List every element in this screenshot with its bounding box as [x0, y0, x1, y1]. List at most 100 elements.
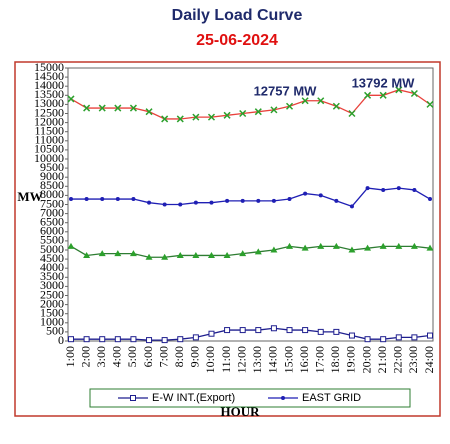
marker [348, 109, 356, 118]
y-tick-label: 2000 [40, 296, 64, 310]
marker [332, 242, 340, 249]
y-tick-label: 1000 [40, 315, 64, 329]
marker [67, 95, 75, 103]
marker [176, 251, 184, 258]
plot-area [67, 67, 434, 342]
x-tick-label: 5:00 [125, 346, 139, 367]
x-tick-label: 14:00 [266, 346, 280, 373]
x-tick-label: 22:00 [391, 346, 405, 373]
marker [285, 102, 294, 110]
chart-title: Daily Load Curve [172, 7, 303, 24]
y-tick-label: 6500 [40, 214, 64, 228]
marker [161, 253, 169, 260]
y-tick-label: 0 [58, 333, 64, 347]
y-tick-label: 5000 [40, 242, 64, 256]
marker [286, 327, 293, 334]
marker [318, 193, 323, 198]
y-tick-label: 4000 [40, 260, 64, 274]
y-tick-label: 4500 [40, 251, 64, 265]
marker [240, 198, 245, 203]
legend-marker [130, 395, 136, 401]
marker [379, 91, 387, 99]
marker [145, 253, 153, 260]
series-line [71, 187, 431, 208]
marker [333, 328, 340, 335]
marker [239, 327, 246, 334]
y-tick-label: 12000 [34, 114, 64, 128]
y-tick-label: 8000 [40, 187, 64, 201]
marker [395, 86, 403, 94]
marker [381, 187, 386, 192]
marker [129, 104, 137, 112]
y-tick-label: 3000 [40, 278, 64, 292]
marker [68, 336, 74, 343]
x-tick-label: 23:00 [406, 346, 420, 373]
legend-label: E-W INT.(Export) [152, 392, 235, 404]
marker [239, 250, 247, 257]
marker [334, 198, 339, 203]
y-tick-label: 10000 [34, 151, 64, 165]
x-tick-label: 17:00 [312, 346, 326, 373]
marker [225, 198, 230, 203]
x-tick-label: 20:00 [359, 346, 373, 373]
marker [332, 102, 340, 110]
marker [98, 104, 106, 112]
marker [317, 242, 325, 249]
y-tick-label: 1500 [40, 305, 64, 319]
marker [99, 336, 106, 343]
marker [364, 91, 372, 99]
marker [410, 242, 418, 249]
chart-frame [14, 61, 441, 417]
marker [287, 197, 292, 202]
marker [428, 197, 432, 202]
marker [317, 97, 325, 105]
series-line [70, 245, 431, 258]
x-tick-label: 16:00 [297, 346, 311, 373]
y-tick-label: 7000 [40, 205, 64, 219]
marker [130, 336, 137, 343]
marker [209, 200, 214, 205]
y-tick-label: 5500 [40, 233, 64, 247]
x-tick-label: 11:00 [219, 346, 233, 373]
marker [256, 198, 261, 203]
marker [224, 327, 231, 334]
legend-label: EAST GRID [302, 392, 361, 404]
marker [83, 251, 91, 258]
marker [177, 336, 184, 343]
marker [100, 197, 105, 202]
marker [207, 251, 215, 258]
marker [161, 115, 169, 123]
marker [396, 186, 401, 191]
y-tick-label: 14500 [34, 69, 64, 83]
marker [129, 250, 137, 257]
marker [193, 200, 198, 205]
marker [178, 202, 183, 207]
marker [426, 100, 434, 108]
y-tick-label: 12500 [34, 105, 64, 119]
marker [270, 246, 278, 253]
marker [317, 328, 324, 335]
marker [270, 106, 278, 114]
y-tick-label: 15000 [34, 60, 64, 74]
marker [349, 204, 354, 209]
y-tick-label: 8500 [40, 178, 64, 192]
x-tick-label: 24:00 [422, 346, 436, 373]
marker [364, 244, 372, 251]
marker [254, 248, 262, 255]
marker [427, 332, 433, 339]
x-tick-label: 3:00 [94, 346, 108, 367]
annotation: 13792 MW [352, 75, 416, 90]
series-line [71, 327, 431, 341]
marker [192, 334, 199, 341]
x-tick-label: 4:00 [110, 346, 124, 367]
marker [254, 108, 262, 116]
marker [395, 242, 403, 249]
marker [365, 186, 370, 191]
y-tick-label: 13500 [34, 87, 64, 101]
x-tick-label: 10:00 [203, 346, 217, 373]
marker [223, 251, 231, 258]
marker [207, 113, 216, 121]
marker [380, 336, 387, 343]
y-axis-label: MW [17, 189, 42, 204]
